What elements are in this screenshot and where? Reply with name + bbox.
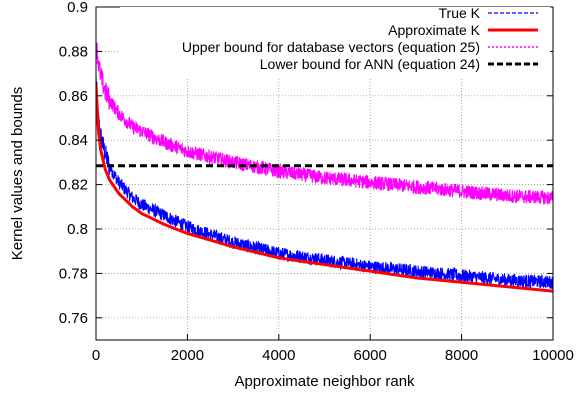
x-tick-label: 0	[92, 347, 100, 364]
series-upper-bound-line	[96, 42, 553, 205]
y-tick-label: 0.84	[59, 132, 88, 149]
series-layer	[96, 42, 553, 293]
x-tick-label: 2000	[171, 347, 204, 364]
legend-label: Approximate K	[388, 22, 480, 38]
legend-label: True K	[439, 5, 481, 21]
x-tick-label: 8000	[445, 347, 478, 364]
x-tick-label: 4000	[262, 347, 295, 364]
y-tick-label: 0.76	[59, 310, 88, 327]
series-approximate-k-line	[96, 84, 553, 293]
series-true-k-line	[96, 74, 553, 289]
legend-label: Lower bound for ANN (equation 24)	[260, 56, 480, 72]
y-tick-label: 0.82	[59, 177, 88, 194]
y-tick-label: 0.78	[59, 265, 88, 282]
y-axis-title: Kernel values and bounds	[9, 87, 26, 260]
x-axis-title: Approximate neighbor rank	[234, 373, 415, 390]
ticks: 0 2000 4000 6000 8000 10000 0.76 0.78 0.8 0.82 0.8…	[59, 0, 574, 364]
y-tick-label: 0.88	[59, 43, 88, 60]
legend-background	[120, 7, 550, 77]
y-tick-label: 0.8	[67, 221, 88, 238]
y-tick-label: 0.86	[59, 88, 88, 105]
legend-label: Upper bound for database vectors (equati…	[182, 39, 480, 55]
y-tick-label: 0.9	[67, 0, 88, 16]
x-tick-label: 10000	[532, 347, 574, 364]
x-tick-label: 6000	[354, 347, 387, 364]
